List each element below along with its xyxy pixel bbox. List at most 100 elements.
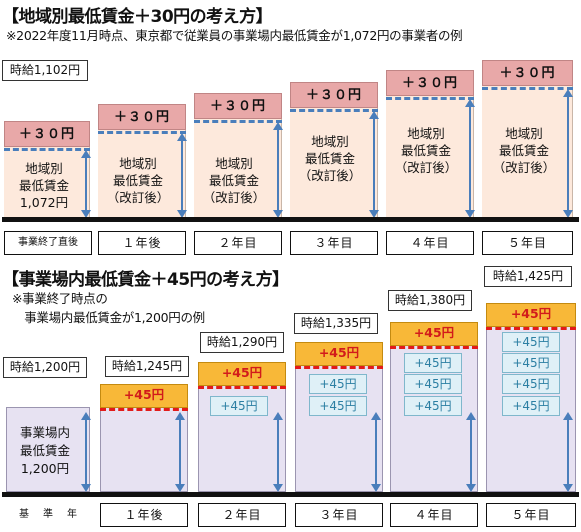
- bottom-callout-3: 時給1,335円: [294, 313, 378, 334]
- top-xlabel-5: ５年目: [482, 231, 573, 255]
- top-baseline: [2, 217, 579, 222]
- bottom-base-label: 事業場内 最低賃金 1,200円: [19, 425, 70, 476]
- bottom-dash-line-1: [100, 408, 188, 411]
- bottom-past-increase-3-2: +45円: [309, 396, 367, 416]
- bottom-dash-line-2: [198, 386, 286, 389]
- top-callout: 時給1,102円: [2, 60, 88, 81]
- top-arrowhead-up-1: [177, 133, 187, 141]
- bottom-arrowhead-down-0: [81, 484, 91, 492]
- top-increase-cap-0: ＋３０円: [4, 121, 90, 147]
- bottom-arrowhead-down-5: [563, 484, 573, 492]
- bottom-past-increase-4-1: +45円: [404, 353, 462, 373]
- top-arrowhead-down-2: [273, 210, 283, 218]
- top-arrowhead-down-4: [465, 210, 475, 218]
- top-revised-label-5: 地域別 最低賃金 （改訂後）: [492, 126, 556, 175]
- top-arrowhead-down-5: [563, 210, 573, 218]
- bottom-arrow-shaft-5: [567, 419, 569, 485]
- bottom-title: 【事業場内最低賃金＋45円の考え方】: [2, 270, 289, 290]
- bottom-xlabel-2: ２年目: [198, 503, 286, 527]
- bottom-increase-cap-4: +45円: [390, 322, 478, 346]
- top-dash-line-2: [194, 120, 282, 123]
- bottom-callout-0: 時給1,200円: [3, 357, 87, 378]
- top-increase-cap-2: ＋３０円: [194, 93, 282, 119]
- bottom-increase-cap-3: +45円: [295, 342, 383, 366]
- top-revised-label-3: 地域別 最低賃金 （改訂後）: [298, 134, 362, 183]
- top-xlabel-1: １年後: [98, 231, 186, 255]
- bottom-arrow-shaft-2: [277, 419, 279, 485]
- top-increase-cap-5: ＋３０円: [482, 60, 573, 86]
- top-arrowhead-down-1: [177, 210, 187, 218]
- bottom-arrowhead-down-3: [371, 484, 381, 492]
- bottom-past-increase-4-2: +45円: [404, 374, 462, 394]
- bottom-arrowhead-down-1: [175, 484, 185, 492]
- bottom-past-increase-3-1: +45円: [309, 374, 367, 394]
- top-xlabel-0: 事業終了直後: [4, 231, 92, 255]
- bottom-arrowhead-down-4: [466, 484, 476, 492]
- top-arrowhead-down-0: [81, 210, 91, 218]
- top-xlabel-4: ４年目: [386, 231, 474, 255]
- bottom-callout-4: 時給1,380円: [388, 290, 472, 311]
- bottom-past-increase-5-1: +45円: [502, 332, 560, 352]
- top-note: ※2022年度11月時点、東京都で従業員の事業場内最低賃金が1,072円の事業者…: [6, 28, 463, 43]
- bottom-arrow-shaft-4: [470, 419, 472, 485]
- bottom-arrow-shaft-3: [375, 419, 377, 485]
- bottom-base-box: [6, 407, 90, 492]
- bottom-increase-cap-1: +45円: [100, 384, 188, 408]
- bottom-arrow-shaft-0: [85, 419, 87, 485]
- top-column-5: [482, 60, 573, 217]
- bottom-arrow-shaft-1: [179, 419, 181, 485]
- bottom-dash-line-5: [486, 327, 576, 330]
- bottom-increase-cap-5: +45円: [486, 303, 576, 327]
- top-arrowhead-up-2: [273, 122, 283, 130]
- top-arrow-shaft-2: [277, 129, 279, 211]
- top-arrowhead-down-3: [369, 210, 379, 218]
- top-arrow-shaft-3: [373, 118, 375, 211]
- bottom-arrowhead-up-4: [466, 412, 476, 420]
- bottom-callout-2: 時給1,290円: [200, 332, 284, 353]
- top-dash-line-3: [290, 109, 378, 112]
- bottom-past-increase-5-4: +45円: [502, 396, 560, 416]
- top-dash-line-5: [482, 87, 573, 90]
- bottom-xlabel-5: ５年目: [486, 503, 576, 527]
- top-dash-line-1: [98, 131, 186, 134]
- bottom-callout-1: 時給1,245円: [105, 356, 189, 377]
- bottom-past-increase-5-3: +45円: [502, 374, 560, 394]
- bottom-xlabel-1: １年後: [100, 503, 188, 527]
- bottom-past-increase-2-1: +45円: [210, 396, 268, 416]
- top-arrow-shaft-5: [567, 96, 569, 211]
- top-arrow-shaft-1: [181, 140, 183, 211]
- bottom-callout-5: 時給1,425円: [484, 266, 572, 287]
- bottom-arrowhead-up-3: [371, 412, 381, 420]
- top-arrowhead-up-0: [81, 150, 91, 158]
- bottom-dash-line-3: [295, 366, 383, 369]
- top-base-label: 地域別 最低賃金 1,072円: [18, 161, 69, 210]
- bottom-arrowhead-up-1: [175, 412, 185, 420]
- bottom-note: ※事業終了時点の 事業場内最低賃金が1,200円の例: [12, 291, 205, 325]
- bottom-arrowhead-up-0: [81, 412, 91, 420]
- top-arrowhead-up-5: [563, 89, 573, 97]
- bottom-xlabel-3: ３年目: [295, 503, 383, 527]
- bottom-dash-line-4: [390, 346, 478, 349]
- top-increase-cap-4: ＋３０円: [386, 70, 474, 96]
- top-arrow-shaft-0: [85, 156, 87, 211]
- bottom-xlabel-0: 基 準 年: [19, 509, 79, 520]
- top-dash-line-4: [386, 97, 474, 100]
- bottom-xlabel-4: ４年目: [390, 503, 478, 527]
- bottom-past-increase-5-2: +45円: [502, 353, 560, 373]
- bottom-arrowhead-up-5: [563, 412, 573, 420]
- top-xlabel-2: ２年目: [194, 231, 282, 255]
- top-revised-label-2: 地域別 最低賃金 （改訂後）: [202, 156, 266, 205]
- top-revised-label-1: 地域別 最低賃金 （改訂後）: [106, 156, 170, 205]
- top-increase-cap-1: ＋３０円: [98, 104, 186, 130]
- top-title: 【地域別最低賃金＋30円の考え方】: [2, 7, 273, 27]
- top-arrowhead-up-3: [369, 111, 379, 119]
- top-arrowhead-up-4: [465, 99, 475, 107]
- bottom-arrowhead-down-2: [273, 484, 283, 492]
- top-dash-line-0: [4, 148, 90, 151]
- bottom-baseline: [2, 492, 579, 497]
- top-xlabel-3: ３年目: [290, 231, 378, 255]
- bottom-past-increase-4-3: +45円: [404, 396, 462, 416]
- bottom-arrowhead-up-2: [273, 412, 283, 420]
- bottom-increase-cap-2: +45円: [198, 362, 286, 386]
- top-revised-label-4: 地域別 最低賃金 （改訂後）: [394, 126, 458, 175]
